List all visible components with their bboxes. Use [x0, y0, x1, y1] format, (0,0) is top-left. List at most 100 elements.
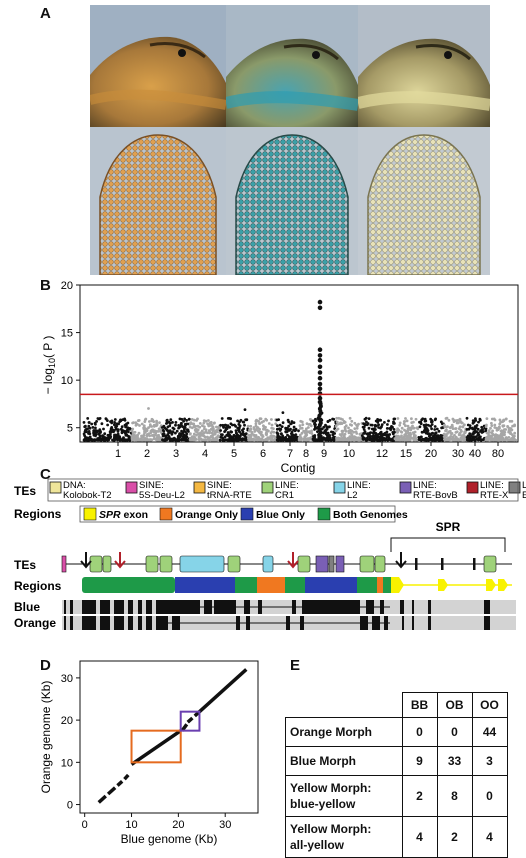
blue-alignment-blocks — [64, 600, 490, 614]
manhattan-point — [210, 435, 213, 439]
manhattan-point — [140, 422, 144, 426]
te-legend-category: LTR: — [522, 480, 526, 491]
manhattan-point — [96, 417, 100, 420]
manhattan-point — [300, 420, 304, 424]
te-legend-swatch — [466, 481, 479, 494]
manhattan-point — [113, 421, 116, 424]
manhattan-point — [152, 434, 156, 438]
alignment-block — [138, 616, 142, 630]
manhattan-point — [159, 431, 163, 434]
manhattan-point — [491, 429, 494, 433]
row-label-line2: blue-yellow — [290, 797, 356, 811]
manhattan-point — [180, 429, 184, 433]
manhattan-point — [90, 422, 94, 426]
manhattan-point — [425, 429, 429, 433]
manhattan-point — [262, 419, 265, 423]
manhattan-point — [194, 424, 198, 428]
manhattan-point — [454, 427, 458, 430]
manhattan-point — [102, 427, 105, 431]
x-tick-label: 8 — [303, 448, 309, 460]
regions-track — [82, 577, 512, 593]
row-label: Yellow Morph: blue-yellow — [285, 775, 403, 817]
manhattan-point — [491, 438, 495, 442]
manhattan-point — [424, 423, 428, 427]
orange-row-label: Orange — [14, 616, 56, 630]
te-element — [415, 558, 418, 570]
alignment-block — [146, 616, 152, 630]
manhattan-point — [411, 424, 414, 428]
manhattan-point — [201, 424, 204, 428]
blue-morph-throat-photo — [226, 127, 358, 275]
alignment-block — [128, 600, 133, 614]
manhattan-point — [155, 434, 159, 437]
manhattan-point — [123, 423, 127, 427]
manhattan-point — [430, 420, 434, 423]
manhattan-point — [149, 429, 153, 433]
manhattan-point — [126, 421, 130, 425]
manhattan-point — [380, 423, 384, 426]
manhattan-point — [114, 438, 117, 441]
manhattan-point — [402, 436, 406, 440]
manhattan-point — [439, 434, 442, 438]
spr-label: SPR — [436, 520, 461, 534]
manhattan-point — [161, 438, 165, 441]
manhattan-point — [327, 436, 331, 440]
manhattan-point — [238, 424, 242, 428]
manhattan-point — [332, 417, 336, 421]
manhattan-point — [423, 419, 427, 423]
table-cell: 8 — [436, 775, 473, 817]
manhattan-point — [355, 426, 359, 430]
te-legend-title: TEs — [14, 484, 36, 498]
manhattan-point — [342, 434, 346, 438]
manhattan-point — [389, 438, 393, 442]
manhattan-point — [117, 422, 120, 426]
manhattan-point — [190, 426, 194, 430]
manhattan-point — [145, 434, 149, 438]
manhattan-point — [347, 426, 350, 430]
x-tick-label: 4 — [202, 448, 208, 460]
manhattan-point — [288, 429, 291, 432]
manhattan-point — [183, 436, 187, 440]
manhattan-point — [280, 425, 284, 428]
table-cell: 2 — [401, 775, 438, 817]
manhattan-point — [453, 433, 456, 437]
row-label: Yellow Morph: all-yellow — [285, 816, 403, 858]
manhattan-point — [485, 417, 489, 420]
manhattan-point — [398, 423, 402, 427]
manhattan-point — [402, 422, 406, 426]
manhattan-point — [158, 421, 161, 424]
manhattan-point — [473, 427, 477, 431]
manhattan-point — [503, 430, 507, 434]
manhattan-point — [486, 438, 490, 442]
te-element — [315, 555, 329, 573]
manhattan-point — [243, 438, 247, 442]
manhattan-point — [233, 438, 237, 442]
manhattan-point — [353, 427, 357, 430]
manhattan-point — [478, 417, 482, 421]
manhattan-point — [379, 418, 383, 422]
x-tick-label: 15 — [400, 448, 412, 460]
dot-plot-y-label: Orange genome (Kb) — [39, 681, 53, 794]
manhattan-point — [196, 417, 199, 421]
manhattan-point — [304, 438, 307, 442]
manhattan-point — [476, 427, 480, 431]
manhattan-point — [289, 422, 292, 426]
manhattan-point — [247, 433, 251, 437]
blue-only-box — [179, 710, 201, 732]
manhattan-point — [234, 429, 238, 432]
manhattan-point — [256, 429, 260, 433]
manhattan-point — [307, 423, 311, 426]
te-element — [102, 555, 112, 573]
manhattan-point — [386, 433, 389, 436]
manhattan-point — [324, 423, 327, 427]
manhattan-point — [170, 432, 174, 436]
alignment-block — [400, 600, 404, 614]
manhattan-point — [437, 429, 441, 433]
manhattan-point — [254, 438, 258, 442]
manhattan-point — [171, 430, 175, 434]
manhattan-point — [502, 433, 505, 436]
manhattan-point — [202, 434, 206, 438]
manhattan-point — [468, 426, 472, 430]
x-tick-label: 20 — [172, 819, 184, 831]
